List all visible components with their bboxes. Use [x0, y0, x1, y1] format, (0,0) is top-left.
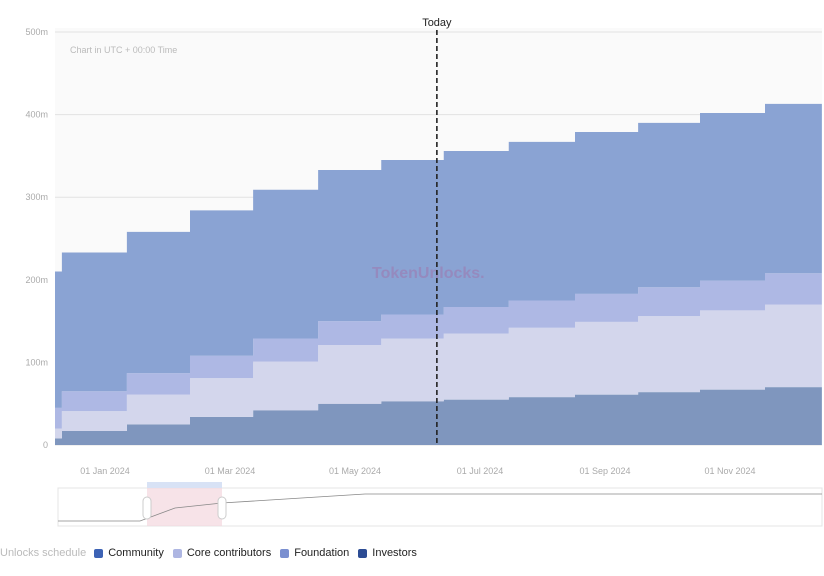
- y-tick-label: 0: [43, 440, 48, 450]
- swatch: [280, 548, 290, 558]
- legend-label: Community: [108, 547, 164, 559]
- y-tick-label: 400m: [25, 110, 48, 120]
- legend: Unlocks schedule Community Core contribu…: [0, 547, 426, 559]
- area-foundation: [55, 103, 822, 408]
- legend-label: Core contributors: [186, 547, 272, 559]
- y-tick-label: 200m: [25, 275, 48, 285]
- x-tick-label: 01 Jan 2024: [80, 466, 130, 476]
- area-community: [55, 273, 822, 429]
- x-tick-label: 01 Mar 2024: [205, 466, 256, 476]
- navigator-handle[interactable]: [142, 496, 152, 520]
- y-tick-label: 100m: [25, 357, 48, 367]
- x-tick-label: 01 Jul 2024: [457, 466, 504, 476]
- navigator-handle[interactable]: [217, 496, 227, 520]
- area-investors: [55, 387, 822, 445]
- legend-item-foundation[interactable]: Foundation: [280, 547, 349, 559]
- legend-title: Unlocks schedule: [0, 547, 87, 559]
- area-core-contributors: [55, 304, 822, 439]
- swatch: [172, 548, 182, 558]
- swatch: [358, 548, 368, 558]
- timezone-note: Chart in UTC + 00:00 Time: [70, 45, 177, 55]
- unlock-chart: 0 100m 200m 300m 400m 500m Chart in UTC + 00:0…: [25, 17, 823, 527]
- x-tick-label: 01 Sep 2024: [579, 466, 630, 476]
- y-tick-label: 500m: [25, 27, 48, 37]
- y-tick-label: 300m: [25, 192, 48, 202]
- swatch: [94, 548, 104, 558]
- legend-item-core-contributors[interactable]: Core contributors: [172, 547, 272, 559]
- today-label: Today: [422, 17, 452, 29]
- legend-item-community[interactable]: Community: [94, 547, 164, 559]
- navigator-line: [58, 493, 822, 522]
- watermark: TokenUnlocks.: [372, 265, 485, 282]
- x-tick-label: 01 May 2024: [329, 466, 381, 476]
- navigator-scrollbar: [147, 482, 222, 488]
- legend-label: Investors: [372, 547, 417, 559]
- legend-label: Foundation: [294, 547, 350, 559]
- legend-item-investors[interactable]: Investors: [358, 547, 417, 559]
- x-tick-label: 01 Nov 2024: [704, 466, 755, 476]
